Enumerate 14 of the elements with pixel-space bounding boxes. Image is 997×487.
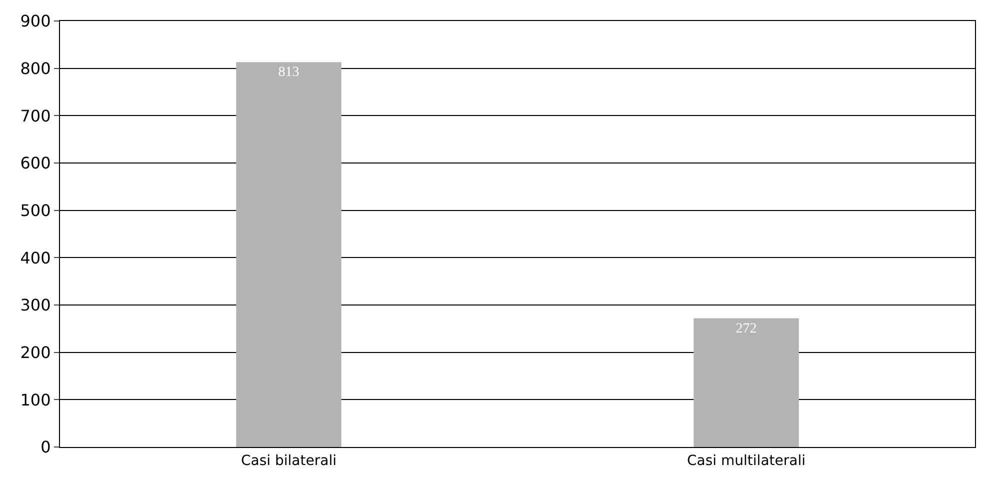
y-tick-label: 400 — [20, 248, 51, 268]
y-tick-label: 900 — [20, 12, 51, 31]
y-tick-label: 800 — [20, 58, 51, 78]
y-tick-label: 0 — [40, 438, 51, 457]
x-tick-label: Casi bilaterali — [241, 452, 336, 469]
x-tick-label: Casi multilaterali — [687, 452, 806, 469]
y-tick-label: 200 — [20, 342, 51, 362]
data-label: 813 — [278, 65, 300, 80]
y-tick-label: 100 — [20, 390, 51, 410]
y-tick-label: 500 — [20, 200, 51, 220]
data-label: 272 — [736, 321, 757, 336]
y-tick-label: 600 — [20, 154, 51, 173]
y-tick-label: 300 — [20, 296, 51, 315]
y-tick-label: 700 — [20, 106, 51, 126]
